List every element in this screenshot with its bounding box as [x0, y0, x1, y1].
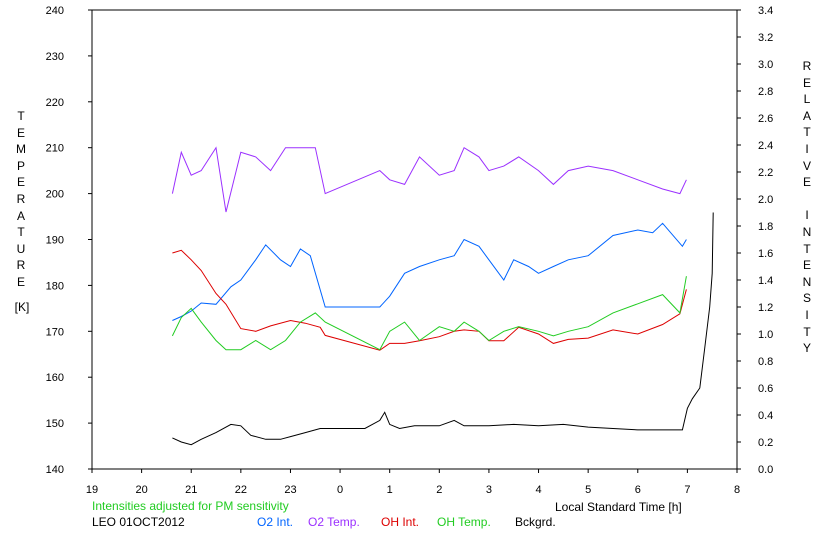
left-tick-label: 170: [46, 326, 64, 338]
right-tick-label: 2.8: [758, 86, 773, 98]
right-axis-letter: I: [805, 141, 809, 156]
left-axis-letter: E: [16, 274, 25, 289]
right-axis-letter: E: [802, 75, 811, 90]
x-tick-label: 23: [284, 484, 296, 496]
station-date: LEO 01OCT2012: [92, 515, 185, 529]
left-axis-letter: U: [16, 241, 26, 256]
x-tick-label: 7: [684, 484, 690, 496]
left-axis: 140 150 160 170 180 190 200 210 220 230 240: [46, 5, 92, 476]
x-tick-label: 8: [734, 484, 740, 496]
left-axis-letter: E: [16, 175, 25, 190]
right-axis-letter: S: [802, 291, 811, 306]
right-axis-letter: N: [802, 274, 812, 289]
x-tick-label: 2: [436, 484, 442, 496]
left-tick-label: 230: [46, 51, 64, 63]
left-axis-letter: P: [16, 158, 25, 173]
right-axis-letter: T: [803, 125, 811, 140]
x-tick-label: 22: [235, 484, 247, 496]
legend-o2-int: O2 Int.: [257, 515, 294, 529]
right-tick-label: 3.0: [758, 59, 773, 71]
right-tick-label: 0.8: [758, 356, 773, 368]
left-tick-label: 240: [46, 5, 64, 17]
x-tick-label: 4: [535, 484, 541, 496]
right-tick-label: 2.6: [758, 113, 773, 125]
left-tick-label: 150: [46, 418, 64, 430]
series-bckgrd: [172, 212, 714, 446]
right-tick-label: 2.0: [758, 194, 773, 206]
left-axis-letter: T: [17, 225, 25, 240]
right-axis: 0.0 0.2 0.4 0.6 0.8 1.0 1.2 1.4 1.6 1.8 2.0 2.2 2.4 2…: [737, 5, 773, 476]
legend-o2-temp: O2 Temp.: [308, 515, 360, 529]
left-tick-label: 140: [46, 464, 64, 476]
right-axis-letter: V: [802, 158, 811, 173]
plot-frame: [91, 9, 738, 470]
x-axis-title: Local Standard Time [h]: [555, 500, 682, 514]
right-tick-label: 1.8: [758, 221, 773, 233]
right-tick-label: 1.4: [758, 275, 773, 287]
series-o2-int: [172, 222, 687, 321]
right-axis-letter: E: [802, 258, 811, 273]
x-tick-label: 5: [585, 484, 591, 496]
right-axis-letter: L: [803, 92, 811, 107]
left-tick-label: 200: [46, 189, 64, 201]
legend-bckgrd: Bckgrd.: [515, 515, 556, 529]
right-axis-letter: A: [802, 108, 811, 123]
right-tick-label: 3.4: [758, 5, 773, 17]
right-axis-letter: T: [803, 241, 811, 256]
left-axis-unit: [K]: [14, 300, 30, 314]
right-tick-label: 1.2: [758, 302, 773, 314]
left-tick-label: 180: [46, 280, 64, 292]
right-tick-label: 2.2: [758, 167, 773, 179]
series-oh-int: [172, 249, 687, 351]
x-tick-label: 0: [337, 484, 343, 496]
left-tick-label: 190: [46, 235, 64, 247]
right-axis-letter: I: [805, 307, 809, 322]
series-layer: [171, 146, 714, 446]
left-axis-letter: E: [16, 125, 25, 140]
right-axis-letter: Y: [802, 341, 811, 356]
pm-sensitivity-note: Intensities adjusted for PM sensitivity: [92, 499, 289, 513]
left-axis-letter: R: [16, 258, 26, 273]
x-tick-label: 1: [387, 484, 393, 496]
right-tick-label: 3.2: [758, 32, 773, 44]
x-axis: 19 20 21 22 23 0 1 2 3 4 5 6 7 8: [86, 469, 740, 496]
right-tick-label: 0.0: [758, 464, 773, 476]
right-tick-label: 1.6: [758, 248, 773, 260]
x-tick-label: 20: [135, 484, 147, 496]
right-axis-letter: E: [802, 175, 811, 190]
left-axis-letter: A: [16, 208, 25, 223]
left-tick-label: 220: [46, 97, 64, 109]
right-tick-label: 0.4: [758, 410, 773, 422]
legend-oh-int: OH Int.: [381, 515, 420, 529]
x-tick-label: 21: [185, 484, 197, 496]
x-tick-label: 6: [635, 484, 641, 496]
series-o2-temp: [171, 146, 687, 213]
x-tick-label: 19: [86, 484, 98, 496]
series-oh-temp: [171, 276, 687, 351]
legend-oh-temp: OH Temp.: [437, 515, 491, 529]
right-tick-label: 1.0: [758, 329, 773, 341]
right-axis-letter: [800, 191, 814, 208]
left-axis-letter: T: [17, 109, 25, 123]
left-axis-letter: R: [16, 191, 26, 206]
left-tick-label: 160: [46, 372, 64, 384]
right-tick-label: 0.6: [758, 383, 773, 395]
left-tick-label: 210: [46, 143, 64, 155]
right-tick-label: 2.4: [758, 140, 773, 152]
right-tick-label: 0.2: [758, 437, 773, 449]
right-axis-letter: T: [803, 324, 811, 339]
x-tick-label: 3: [486, 484, 492, 496]
left-axis-letter: M: [16, 142, 26, 157]
right-axis-letter: I: [805, 208, 809, 223]
right-axis-letter: R: [802, 59, 812, 73]
right-axis-letter: N: [802, 224, 812, 239]
